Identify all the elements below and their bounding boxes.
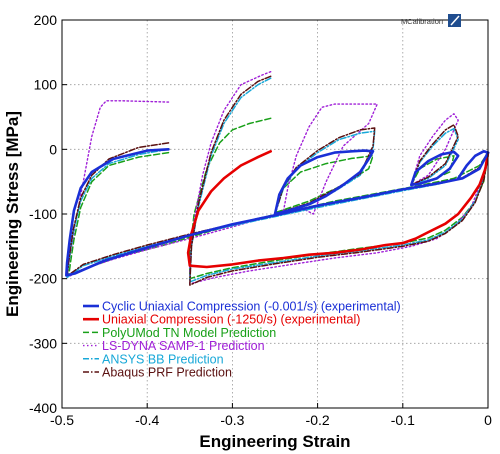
y-tick-label-0: -400 bbox=[29, 400, 57, 416]
series-4-line-3 bbox=[410, 127, 459, 186]
series-0-line-2 bbox=[410, 150, 460, 187]
series-3-line-1 bbox=[189, 71, 489, 285]
legend-label-5: Abaqus PRF Prediction bbox=[102, 366, 232, 380]
legend-label-3: LS-DYNA SAMP-1 Prediction bbox=[102, 339, 265, 353]
logo-slash-icon bbox=[450, 15, 460, 26]
series-2-line-2 bbox=[274, 155, 374, 214]
series-3-line-3 bbox=[410, 113, 459, 186]
series-1 bbox=[186, 150, 490, 269]
series-5-line-3 bbox=[410, 124, 459, 186]
x-tick-label-5: 0 bbox=[484, 412, 492, 428]
legend-label-0: Cyclic Uniaxial Compression (-0.001/s) (… bbox=[102, 300, 401, 314]
logo-text: MCalibration bbox=[401, 17, 443, 26]
y-tick-label-1: -300 bbox=[29, 335, 57, 351]
legend-label-2: PolyUMod TN Model Prediction bbox=[102, 326, 276, 340]
series-0-line-1 bbox=[273, 149, 375, 216]
series-0 bbox=[65, 148, 490, 277]
series-3-line-0 bbox=[66, 100, 293, 279]
legend-label-1: Uniaxial Compression (-1250/s) (experime… bbox=[102, 313, 360, 327]
y-axis-label: Engineering Stress [MPa] bbox=[3, 111, 22, 317]
legend-label-4: ANSYS BB Prediction bbox=[102, 352, 224, 366]
series-2-line-1 bbox=[189, 117, 489, 280]
x-tick-label-2: -0.3 bbox=[220, 412, 244, 428]
x-tick-label-3: -0.2 bbox=[306, 412, 330, 428]
y-tick-label-3: -100 bbox=[29, 206, 57, 222]
series-1-line-0 bbox=[186, 150, 490, 269]
series-3-line-2 bbox=[282, 103, 378, 215]
y-tick-label-4: 0 bbox=[49, 141, 57, 157]
x-tick-label-1: -0.4 bbox=[135, 412, 159, 428]
y-tick-label-2: -200 bbox=[29, 271, 57, 287]
series-5-line-1 bbox=[189, 75, 489, 286]
series-0-line-0 bbox=[65, 148, 490, 277]
mcalibration-logo: MCalibration bbox=[401, 14, 461, 27]
series-layer bbox=[65, 71, 490, 286]
x-tick-label-0: -0.5 bbox=[50, 412, 74, 428]
axes bbox=[61, 19, 489, 409]
tick-labels: -0.5 -0.4 -0.3 -0.2 -0.1 0 -400 -300 -200 -100 0 10… bbox=[29, 12, 492, 428]
x-tick-label-4: -0.1 bbox=[391, 412, 415, 428]
y-tick-label-6: 200 bbox=[34, 12, 58, 28]
legend: Cyclic Uniaxial Compression (-0.001/s) (… bbox=[83, 300, 401, 380]
y-tick-label-5: 100 bbox=[34, 77, 58, 93]
series-4-line-1 bbox=[189, 77, 489, 283]
x-axis-label: Engineering Strain bbox=[199, 432, 350, 451]
series-4 bbox=[66, 77, 489, 283]
series-0-line-3 bbox=[456, 150, 490, 180]
